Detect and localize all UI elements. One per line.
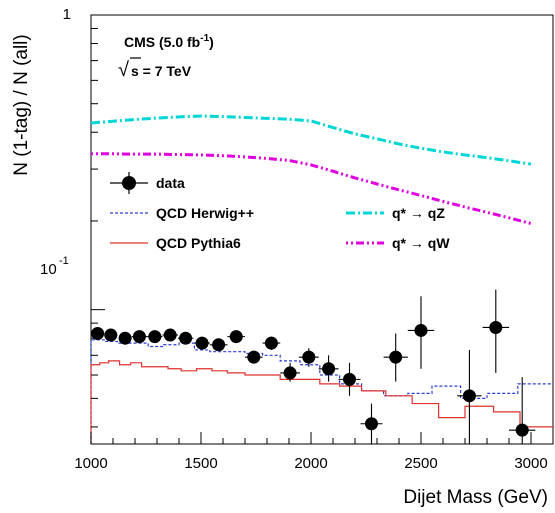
data-point-10: [245, 350, 263, 364]
data-marker-20: [489, 320, 503, 334]
data-point-2: [118, 331, 132, 345]
legend: data QCD Herwig++ QCD Pythia6 q* → qZ q*…: [110, 172, 450, 251]
cms-label-end: ): [209, 34, 214, 50]
data-series: [91, 289, 536, 444]
data-point-6: [177, 331, 194, 345]
herwig-step-line: [90, 339, 553, 444]
data-point-8: [209, 338, 228, 352]
legend-item-qw: q* → qW: [346, 235, 450, 251]
data-marker-6: [179, 331, 193, 345]
data-point-5: [162, 328, 178, 342]
data-point-4: [147, 330, 163, 344]
data-marker-11: [264, 336, 278, 350]
data-marker-16: [365, 417, 378, 431]
y-axis-title: N (1-tag) / N (all): [11, 34, 32, 175]
data-marker-10: [247, 350, 261, 364]
x-tick-label-1000: 1000: [74, 455, 107, 472]
data-point-15: [338, 362, 361, 396]
data-marker-18: [414, 323, 428, 337]
y-tick-label-1: 1: [63, 6, 71, 23]
x-axis-title: Dijet Mass (GeV): [403, 487, 548, 508]
x-tick-label-1500: 1500: [184, 455, 217, 472]
legend-qw-label: q* → qW: [392, 235, 450, 251]
data-point-11: [262, 336, 281, 350]
data-point-1: [104, 328, 118, 342]
x-tick-label-2500: 2500: [404, 455, 437, 472]
qw-series: [91, 152, 532, 225]
data-marker-3: [132, 330, 146, 344]
data-marker-17: [389, 350, 403, 364]
data-point-13: [298, 348, 319, 367]
pythia-series: [90, 360, 553, 444]
data-marker-12: [283, 366, 297, 380]
data-marker-9: [229, 330, 243, 344]
qz-curve: [90, 114, 532, 166]
data-marker-2: [118, 331, 132, 345]
data-marker-7: [195, 336, 209, 350]
legend-item-data: data: [110, 172, 185, 194]
x-tick-label-3000: 3000: [514, 455, 547, 472]
data-point-20: [482, 289, 509, 373]
cms-label-main: CMS (5.0 fb: [124, 34, 200, 50]
herwig-series: [90, 339, 553, 444]
y-tick-label-base: 10: [40, 261, 57, 278]
legend-item-pythia: QCD Pythia6: [110, 235, 241, 251]
data-point-19: [457, 349, 482, 444]
energy-label: √ s = 7 TeV: [118, 57, 192, 81]
cms-label-sup: -1: [200, 33, 209, 44]
energy-text: s = 7 TeV: [131, 63, 192, 79]
pythia-step-line: [90, 360, 553, 444]
data-marker-5: [163, 328, 177, 342]
y-axis-ticks: [91, 14, 105, 428]
data-marker-21: [515, 423, 529, 437]
data-marker-4: [148, 330, 162, 344]
y-tick-label-exponent: -1: [59, 255, 69, 267]
data-point-18: [407, 296, 435, 369]
data-point-21: [509, 377, 536, 444]
legend-pythia-label: QCD Pythia6: [156, 235, 241, 251]
data-point-16: [360, 403, 383, 444]
data-marker-14: [322, 362, 336, 376]
legend-item-herwig: QCD Herwig++: [110, 205, 254, 221]
qz-series: [90, 114, 532, 166]
data-point-7: [194, 336, 210, 350]
plot-frame: [90, 14, 554, 445]
legend-herwig-label: QCD Herwig++: [156, 205, 254, 221]
data-point-9: [227, 330, 245, 344]
data-point-14: [318, 355, 339, 382]
data-marker-1: [104, 328, 118, 342]
legend-qz-label: q* → qZ: [392, 205, 445, 221]
data-marker-0: [91, 327, 105, 341]
data-point-0: [91, 327, 105, 341]
data-marker-13: [302, 350, 316, 364]
x-axis-ticks: [90, 432, 554, 444]
x-tick-label-2000: 2000: [294, 455, 327, 472]
data-marker-19: [462, 389, 476, 403]
legend-data-label: data: [156, 175, 185, 191]
data-point-3: [131, 330, 148, 344]
sqrt-symbol: √: [118, 59, 129, 81]
cms-luminosity-label: CMS (5.0 fb-1): [124, 33, 214, 50]
legend-data-marker: [122, 176, 136, 190]
data-marker-15: [343, 372, 356, 386]
data-point-12: [280, 362, 300, 382]
data-point-17: [383, 333, 408, 382]
data-marker-8: [212, 338, 226, 352]
y-tick-label-0.1: 10 -1: [40, 255, 69, 278]
qw-curve: [91, 152, 532, 225]
legend-item-qz: q* → qZ: [346, 205, 445, 221]
